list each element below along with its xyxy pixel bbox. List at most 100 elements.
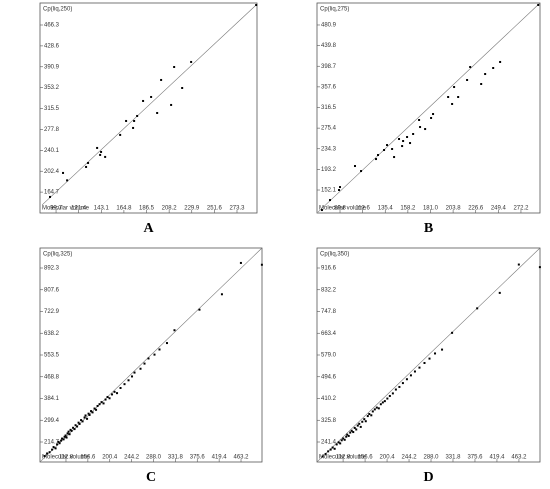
point	[428, 357, 431, 360]
x-tick-label: 156.6	[80, 455, 96, 461]
y-tick-label: 214.7	[44, 440, 60, 446]
point	[360, 170, 363, 173]
y-tick-label: 480.9	[321, 23, 337, 29]
point	[104, 155, 107, 158]
y-tick-label: 353.2	[44, 85, 60, 91]
point	[331, 446, 334, 449]
point	[358, 422, 361, 425]
point	[132, 126, 135, 129]
point	[96, 404, 99, 407]
point	[423, 361, 426, 364]
y-tick-label: 579.0	[321, 353, 337, 359]
point	[406, 136, 409, 139]
panel: Cp(liq,250) Molecular volume 164.7 202.4 240…	[39, 2, 258, 236]
y-tick-label: 152.1	[321, 188, 337, 194]
point	[62, 171, 65, 174]
point	[51, 448, 54, 451]
point	[350, 429, 353, 432]
point	[476, 307, 479, 310]
x-tick-label: 186.5	[139, 206, 155, 212]
point	[352, 431, 355, 434]
point	[412, 132, 415, 135]
x-axis-title: Molecular volume	[319, 455, 367, 461]
panel-label: A	[143, 221, 154, 236]
point	[368, 413, 371, 416]
point	[466, 78, 469, 81]
x-tick-label: 251.6	[207, 206, 223, 212]
y-tick-label: 164.7	[44, 190, 60, 196]
point	[86, 417, 89, 420]
point	[66, 179, 69, 182]
point	[469, 65, 472, 68]
x-tick-label: 331.8	[445, 455, 461, 461]
point	[363, 418, 366, 421]
point	[498, 291, 501, 294]
y-tick-label: 241.4	[321, 440, 337, 446]
point	[480, 83, 483, 86]
panel: Cp(liq,325) Molecular volume 214.7 299.4 384…	[39, 247, 263, 485]
y-tick-label: 398.7	[321, 64, 337, 70]
point	[127, 379, 130, 382]
y-tick-label: 325.8	[321, 418, 337, 424]
point	[409, 142, 412, 145]
point	[370, 414, 373, 417]
x-tick-label: 463.2	[511, 455, 527, 461]
x-tick-label: 203.8	[446, 206, 462, 212]
point	[100, 150, 103, 153]
point	[153, 353, 156, 356]
x-tick-label: 273.3	[229, 206, 245, 212]
point	[328, 199, 331, 202]
y-axis-title: Cp(liq,275)	[320, 7, 349, 13]
point	[339, 186, 342, 189]
point	[74, 424, 77, 427]
panel-label: C	[146, 470, 156, 485]
point	[355, 428, 358, 431]
y-tick-label: 494.6	[321, 374, 337, 380]
x-tick-label: 331.8	[168, 455, 184, 461]
point	[391, 148, 394, 151]
y-tick-label: 468.8	[44, 374, 60, 380]
point	[58, 442, 61, 445]
point	[88, 413, 91, 416]
point	[383, 149, 386, 152]
point	[69, 428, 72, 431]
x-tick-label: 375.6	[190, 455, 206, 461]
point	[76, 425, 79, 428]
point	[68, 433, 71, 436]
x-tick-label: 89.8	[334, 206, 346, 212]
x-tick-label: 121.4	[71, 206, 87, 212]
y-tick-label: 663.4	[321, 331, 337, 337]
point	[457, 96, 460, 99]
y-axis-title: Cp(liq,250)	[43, 7, 72, 13]
point	[67, 430, 70, 433]
point	[173, 65, 176, 68]
point	[83, 416, 86, 419]
point	[90, 410, 93, 413]
point	[361, 420, 364, 423]
x-tick-label: 99.7	[50, 206, 62, 212]
panel: Cp(liq,275) Molecular volume 152.1 193.2 234…	[316, 2, 541, 236]
point	[517, 263, 520, 266]
point	[111, 393, 114, 396]
point	[60, 439, 63, 442]
y-tick-label: 466.3	[44, 23, 60, 29]
point	[131, 375, 134, 378]
point	[327, 450, 330, 453]
point	[409, 374, 412, 377]
point	[453, 86, 456, 89]
point	[359, 425, 362, 428]
point	[337, 441, 340, 444]
point	[116, 392, 119, 395]
point	[91, 411, 94, 414]
y-tick-label: 410.2	[321, 396, 337, 402]
point	[377, 154, 380, 157]
point	[451, 102, 454, 105]
point	[150, 95, 153, 98]
point	[398, 385, 401, 388]
fit-line	[41, 4, 257, 206]
point	[356, 424, 359, 427]
point	[424, 128, 427, 131]
point	[160, 78, 163, 81]
y-axis-title: Cp(liq,350)	[320, 252, 349, 258]
